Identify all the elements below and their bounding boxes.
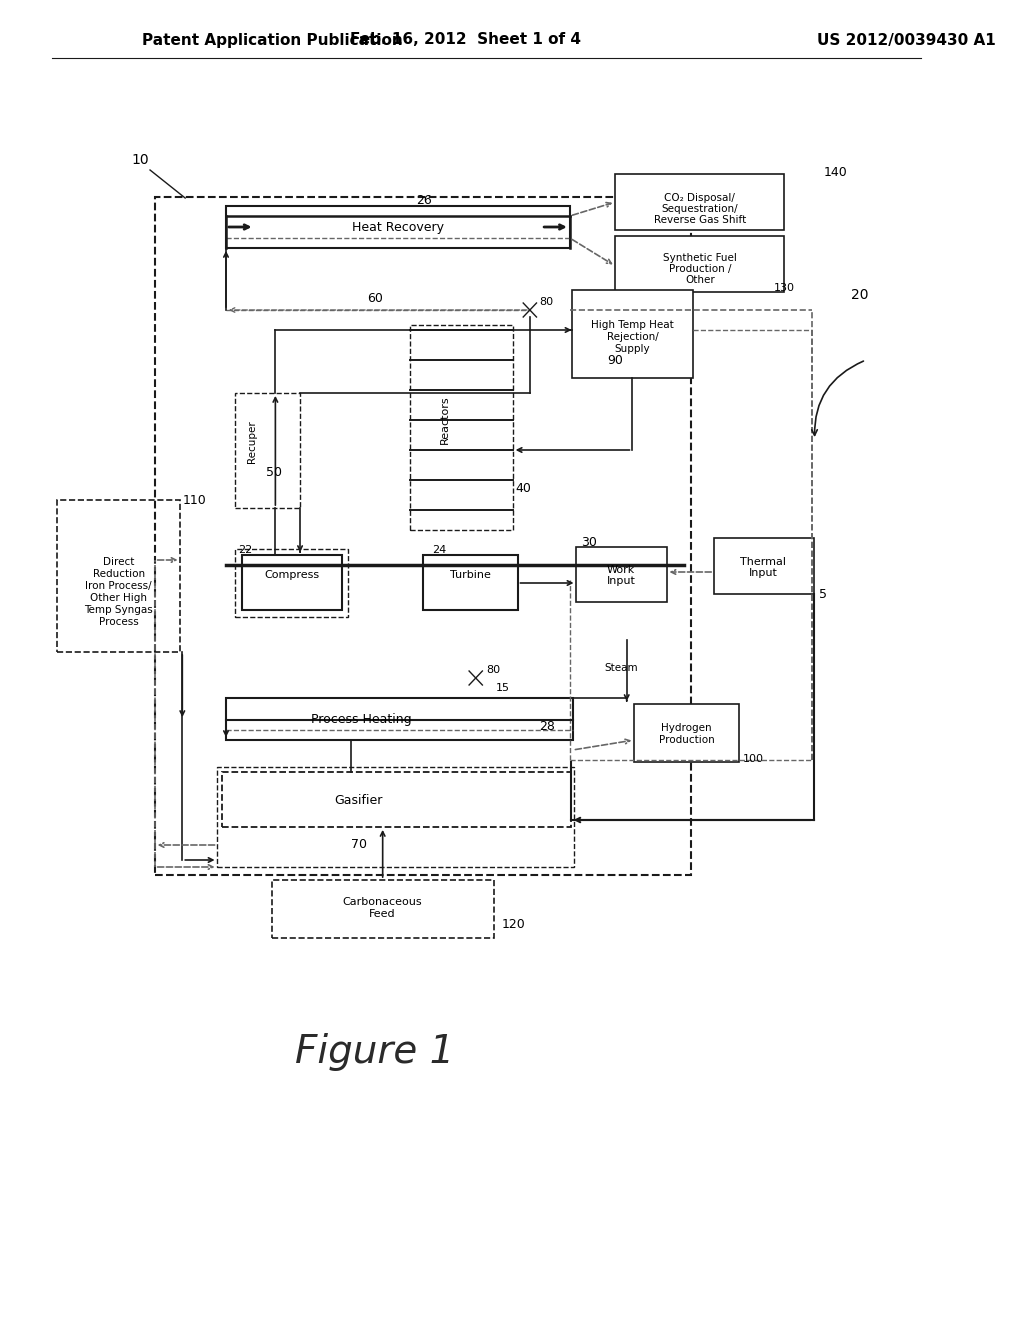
Text: Sequestration/: Sequestration/ — [662, 205, 738, 214]
Text: 70: 70 — [351, 838, 367, 851]
Text: Input: Input — [749, 568, 778, 578]
Text: Hydrogen: Hydrogen — [662, 723, 712, 733]
Text: 130: 130 — [774, 282, 795, 293]
Text: 140: 140 — [823, 165, 848, 178]
Text: 15: 15 — [497, 682, 510, 693]
Text: 20: 20 — [851, 288, 868, 302]
Text: Production /: Production / — [669, 264, 731, 275]
Text: 80: 80 — [540, 297, 554, 308]
Bar — [411, 325, 513, 531]
Bar — [217, 767, 574, 867]
Text: Turbine: Turbine — [450, 570, 490, 579]
Bar — [271, 880, 494, 939]
Text: Supply: Supply — [614, 345, 650, 354]
Bar — [236, 393, 300, 508]
Text: 10: 10 — [132, 153, 150, 168]
Text: 80: 80 — [486, 665, 501, 675]
Text: 120: 120 — [502, 917, 525, 931]
Text: Compress: Compress — [264, 570, 319, 579]
Text: Recuper: Recuper — [247, 421, 257, 463]
Bar — [615, 174, 784, 230]
Bar — [634, 704, 738, 762]
Text: Reactors: Reactors — [440, 396, 451, 445]
Text: Process Heating: Process Heating — [310, 713, 412, 726]
Bar — [714, 539, 814, 594]
Text: 28: 28 — [540, 721, 555, 734]
Bar — [57, 500, 180, 652]
Text: Thermal: Thermal — [740, 557, 786, 568]
Bar — [226, 206, 569, 248]
Bar — [571, 290, 693, 378]
Bar — [615, 236, 784, 292]
Bar — [236, 549, 347, 616]
Text: CO₂ Disposal/: CO₂ Disposal/ — [665, 193, 735, 203]
Text: Gasifier: Gasifier — [335, 793, 383, 807]
Text: Process: Process — [99, 616, 138, 627]
Text: Work: Work — [607, 565, 635, 576]
Text: Reverse Gas Shift: Reverse Gas Shift — [653, 215, 745, 224]
Text: 60: 60 — [368, 292, 383, 305]
Text: High Temp Heat: High Temp Heat — [591, 319, 674, 330]
Text: Other High: Other High — [90, 593, 147, 603]
Bar — [222, 772, 570, 828]
Text: Input: Input — [606, 576, 636, 586]
Text: Patent Application Publication: Patent Application Publication — [142, 33, 403, 48]
Text: Steam: Steam — [604, 663, 638, 673]
Text: Other: Other — [685, 275, 715, 285]
Text: Direct: Direct — [103, 557, 134, 568]
Text: 24: 24 — [432, 545, 446, 554]
Bar — [423, 554, 517, 610]
Text: 110: 110 — [182, 494, 206, 507]
Text: Figure 1: Figure 1 — [295, 1034, 455, 1071]
Text: Carbonaceous: Carbonaceous — [343, 898, 423, 907]
Text: 40: 40 — [516, 482, 531, 495]
Text: Reduction: Reduction — [92, 569, 144, 579]
Text: US 2012/0039430 A1: US 2012/0039430 A1 — [816, 33, 995, 48]
Text: 50: 50 — [266, 466, 283, 479]
Text: Production: Production — [658, 735, 715, 744]
Text: Feb. 16, 2012  Sheet 1 of 4: Feb. 16, 2012 Sheet 1 of 4 — [350, 33, 581, 48]
Text: Temp Syngas: Temp Syngas — [84, 605, 153, 615]
Text: Heat Recovery: Heat Recovery — [352, 220, 443, 234]
Text: 26: 26 — [417, 194, 432, 206]
Bar — [226, 698, 572, 741]
Text: Feed: Feed — [370, 909, 396, 919]
Text: Rejection/: Rejection/ — [606, 333, 658, 342]
Text: 90: 90 — [607, 354, 624, 367]
Text: 5: 5 — [818, 587, 826, 601]
Text: 100: 100 — [742, 754, 764, 764]
Text: 22: 22 — [238, 545, 252, 554]
Text: 30: 30 — [581, 536, 597, 549]
Text: Synthetic Fuel: Synthetic Fuel — [663, 253, 736, 263]
Bar — [155, 197, 691, 875]
Bar — [242, 554, 342, 610]
Bar — [577, 546, 667, 602]
Text: Iron Process/: Iron Process/ — [85, 581, 152, 591]
